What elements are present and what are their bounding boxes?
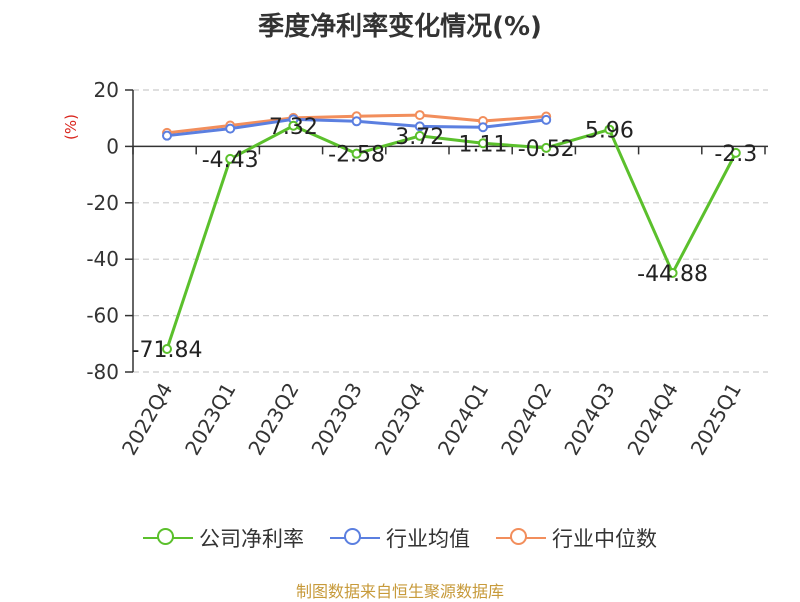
legend-label: 行业中位数	[552, 527, 657, 551]
data-label: -4.43	[202, 148, 259, 173]
data-point	[414, 121, 425, 132]
grid-lines	[133, 89, 768, 373]
x-tick-label: 2023Q4	[370, 379, 430, 460]
x-tick-label: 2024Q4	[622, 379, 682, 460]
data-point	[225, 123, 236, 134]
x-tick-label: 2023Q3	[306, 379, 366, 460]
data-label: -71.84	[132, 338, 203, 363]
y-tick-label: -60	[86, 304, 119, 328]
y-axis-label: (%)	[62, 114, 80, 140]
data-point	[162, 343, 172, 354]
data-point	[478, 138, 488, 149]
data-point	[288, 120, 299, 131]
data-label: 5.96	[585, 119, 634, 144]
data-label: 1.11	[459, 132, 508, 157]
y-tick-label: -80	[86, 360, 119, 384]
x-tick-label: 2023Q2	[243, 379, 303, 460]
data-point	[351, 116, 362, 127]
data-point	[478, 122, 488, 133]
legend-label: 行业均值	[386, 527, 470, 551]
legend-marker-icon	[143, 527, 193, 549]
data-labels: -71.84 -4.43 7.32 -2.58 3.72 1.11 -0.52 5.96 -44…	[132, 115, 758, 363]
series-line	[165, 124, 738, 350]
data-point	[351, 148, 362, 159]
data-point	[414, 130, 425, 141]
y-tick-label: 0	[106, 134, 119, 158]
legend-item[interactable]: 公司净利率	[143, 523, 304, 553]
x-tick-label: 2024Q1	[433, 379, 493, 460]
legend-marker-icon	[330, 527, 380, 549]
legend: 公司净利率 行业均值 行业中位数	[0, 520, 800, 556]
x-tick-label: 2023Q1	[180, 379, 240, 460]
x-tick-label: 2024Q2	[496, 379, 556, 460]
data-label: -2.3	[714, 142, 757, 167]
data-label: -2.58	[328, 143, 385, 168]
data-point	[541, 114, 552, 125]
data-point	[730, 147, 741, 158]
data-point	[162, 130, 172, 141]
legend-item[interactable]: 行业中位数	[496, 523, 657, 553]
source-note: 制图数据来自恒生聚源数据库	[295, 582, 504, 601]
chart-title: 季度净利率变化情况(%)	[258, 12, 542, 42]
legend-label: 公司净利率	[199, 527, 304, 551]
x-tick-label: 2025Q1	[686, 379, 746, 460]
data-label: 7.32	[269, 115, 318, 140]
x-tick-label: 2024Q3	[559, 379, 619, 460]
data-point	[414, 110, 425, 121]
data-label: -44.88	[637, 262, 708, 287]
y-tick-label: -20	[86, 191, 119, 215]
data-point	[604, 124, 615, 135]
data-label: 3.72	[395, 125, 444, 150]
y-tick-label: -40	[86, 247, 119, 271]
legend-marker-icon	[496, 527, 546, 549]
legend-item[interactable]: 行业均值	[330, 523, 470, 553]
data-point	[225, 153, 236, 164]
data-point	[667, 267, 678, 278]
data-point	[541, 142, 552, 153]
x-tick-label: 2022Q4	[117, 379, 177, 460]
series-lines	[162, 110, 741, 354]
data-label: -0.52	[518, 137, 575, 162]
y-tick-label: 20	[94, 78, 119, 102]
